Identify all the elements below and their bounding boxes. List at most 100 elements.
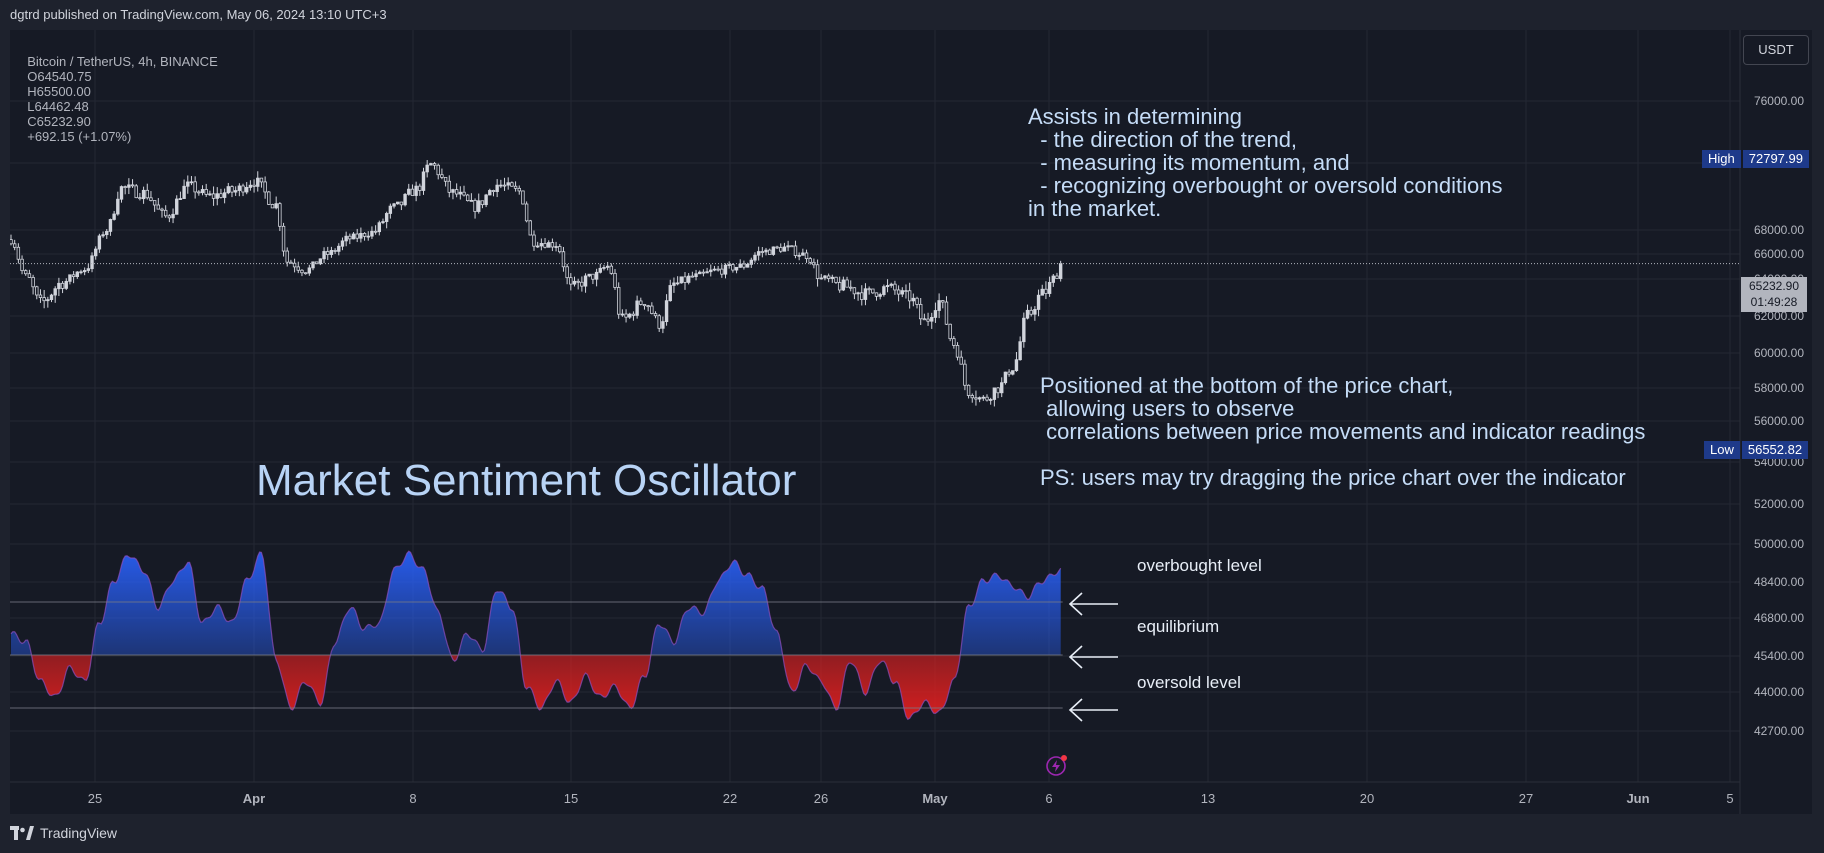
candle-body xyxy=(381,221,385,224)
tradingview-logo[interactable]: TradingView xyxy=(10,825,117,841)
time-tick-label: 22 xyxy=(723,791,737,806)
time-tick-label: 13 xyxy=(1201,791,1215,806)
candle-body xyxy=(186,181,190,187)
price-tick-label: 50000.00 xyxy=(1754,537,1804,551)
candle-body xyxy=(837,282,842,291)
candle-body xyxy=(720,268,724,275)
candle-body xyxy=(451,189,455,193)
candle-body xyxy=(528,220,533,236)
candle-body xyxy=(35,286,39,296)
candle-body xyxy=(119,186,124,200)
candle-body xyxy=(392,203,396,207)
candle-body xyxy=(970,395,974,399)
candle-body xyxy=(322,251,326,260)
candle-body xyxy=(46,299,50,302)
candle-body xyxy=(248,184,253,188)
candle-body xyxy=(812,261,816,266)
chart-canvas[interactable]: 76000.0072000.0068000.0066000.0064000.00… xyxy=(10,30,1812,814)
candle-body xyxy=(256,177,260,187)
candle-body xyxy=(97,235,102,250)
candle-body xyxy=(396,201,400,205)
candle-body xyxy=(348,235,352,240)
price-tick-label: 60000.00 xyxy=(1754,346,1804,360)
candle-body xyxy=(587,273,591,277)
candle-body xyxy=(355,233,359,239)
candle-body xyxy=(753,254,757,261)
candle-body xyxy=(79,271,83,274)
candle-body xyxy=(988,399,993,401)
candle-body xyxy=(307,267,312,274)
chart-area[interactable]: 76000.0072000.0068000.0066000.0064000.00… xyxy=(10,30,1812,814)
candle-body xyxy=(911,297,916,302)
candle-body xyxy=(882,286,886,295)
candle-body xyxy=(985,396,989,401)
candle-body xyxy=(432,163,437,166)
lightning-icon[interactable] xyxy=(1045,755,1067,777)
candle-body xyxy=(447,180,451,193)
candle-body xyxy=(477,200,481,212)
candle-body xyxy=(712,268,717,271)
candle-body xyxy=(469,199,474,202)
candle-body xyxy=(1022,317,1026,343)
candle-body xyxy=(267,191,271,205)
equilibrium-label: equilibrium xyxy=(1137,617,1220,636)
candle-body xyxy=(543,243,547,248)
change-value: +692.15 (+1.07%) xyxy=(27,129,132,144)
candle-body xyxy=(694,273,698,278)
candle-body xyxy=(1003,371,1008,384)
candle-body xyxy=(281,225,286,252)
candle-body xyxy=(510,182,514,187)
candle-body xyxy=(841,279,846,291)
candle-body xyxy=(701,271,706,274)
price-tick-label: 42700.00 xyxy=(1754,724,1804,738)
candle-body xyxy=(116,198,120,215)
bar-countdown: 01:49:28 xyxy=(1750,295,1798,309)
candle-body xyxy=(782,246,787,252)
candle-body xyxy=(554,246,558,248)
candle-body xyxy=(698,271,702,275)
candle-body xyxy=(1044,288,1048,294)
currency-button[interactable]: USDT xyxy=(1743,35,1809,65)
candle-body xyxy=(20,258,24,272)
candle-body xyxy=(863,288,868,300)
candle-body xyxy=(930,317,934,322)
candle-body xyxy=(849,286,853,289)
grid xyxy=(10,30,1740,782)
candle-body xyxy=(613,272,617,288)
candle-body xyxy=(797,254,801,257)
candle-body xyxy=(326,251,330,255)
candle-body xyxy=(959,356,963,365)
candle-body xyxy=(572,280,577,285)
candle-body xyxy=(429,163,433,166)
candle-body xyxy=(152,200,157,206)
candle-body xyxy=(105,231,109,236)
candle-body xyxy=(193,181,197,193)
candle-body xyxy=(1055,275,1059,279)
candle-body xyxy=(532,234,536,247)
candle-body xyxy=(149,197,153,201)
candle-body xyxy=(727,264,731,266)
candle-body xyxy=(237,185,242,191)
candle-body xyxy=(569,277,573,285)
candle-body xyxy=(734,266,739,271)
candle-body xyxy=(465,194,470,202)
candle-body xyxy=(38,294,43,298)
candle-body xyxy=(646,305,650,308)
candle-body xyxy=(443,176,448,182)
candle-body xyxy=(664,300,669,323)
candle-body xyxy=(624,313,628,318)
candle-body xyxy=(182,185,186,199)
note-description: Assists in determining - the direction o… xyxy=(1028,104,1503,221)
candle-body xyxy=(576,280,580,283)
symbol-name[interactable]: Bitcoin / TetherUS, 4h, BINANCE xyxy=(27,54,218,69)
candle-body xyxy=(793,245,798,256)
candle-body xyxy=(226,186,230,194)
candle-body xyxy=(941,300,945,303)
candle-body xyxy=(1033,309,1037,315)
candle-body xyxy=(539,243,544,247)
oversold-arrow-icon xyxy=(1068,698,1118,722)
candle-body xyxy=(403,193,407,206)
candle-body xyxy=(462,191,466,196)
candle-body xyxy=(300,269,304,274)
candle-body xyxy=(885,285,890,288)
